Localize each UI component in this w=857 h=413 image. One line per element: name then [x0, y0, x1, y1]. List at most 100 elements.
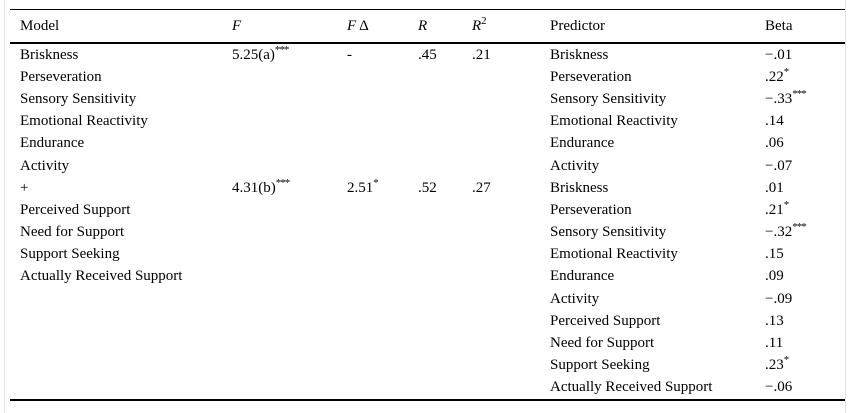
- r-squared-cell: [472, 222, 550, 244]
- r-squared-cell: [472, 155, 550, 177]
- r-cell: [418, 377, 472, 400]
- r-cell: [418, 88, 472, 110]
- model-cell: +: [20, 179, 29, 196]
- f-cell: 4.31(b)***: [232, 176, 290, 196]
- f-cell: [232, 199, 347, 221]
- beta-cell: .13: [765, 312, 784, 329]
- predictor-cell: Endurance: [550, 268, 615, 285]
- beta-cell: .15: [765, 246, 784, 263]
- r-cell: .45: [418, 46, 437, 63]
- f-delta-cell: [347, 66, 418, 88]
- r-squared-cell: [472, 133, 550, 155]
- r-cell: [418, 266, 472, 288]
- col-header-r: R: [418, 9, 472, 44]
- model-cell: Briskness: [20, 46, 79, 63]
- r-squared-cell: [472, 332, 550, 354]
- significance-marker: ***: [792, 87, 806, 100]
- beta-cell: .09: [765, 268, 784, 285]
- f-delta-cell: 2.51*: [347, 176, 379, 196]
- model-cell: Endurance: [20, 135, 85, 152]
- delta-symbol: Δ: [359, 17, 369, 34]
- model-cell: [10, 310, 232, 332]
- table-row: Need for Support Sensory Sensitivity −.32*…: [10, 222, 845, 244]
- beta-cell: .23*: [765, 354, 789, 374]
- model-cell: Sensory Sensitivity: [20, 90, 137, 107]
- table-row: Support Seeking Emotional Reactivity .15: [10, 244, 845, 266]
- f-cell: [232, 310, 347, 332]
- model-cell: [10, 355, 232, 377]
- predictor-cell: Perseveration: [550, 68, 632, 85]
- beta-cell: .01: [765, 179, 784, 196]
- r-squared-exponent: 2: [481, 14, 487, 27]
- r-cell: .52: [418, 179, 437, 196]
- r-cell: [418, 111, 472, 133]
- r-cell: [418, 66, 472, 88]
- significance-marker: *: [783, 65, 789, 78]
- f-delta-cell: [347, 310, 418, 332]
- beta-cell: −.07: [765, 157, 793, 174]
- beta-cell: −.09: [765, 290, 793, 307]
- f-cell: [232, 66, 347, 88]
- table-row: Need for Support .11: [10, 332, 845, 354]
- col-header-predictor: Predictor: [550, 9, 765, 44]
- predictor-cell: Activity: [550, 157, 600, 174]
- model-cell: Actually Received Support: [20, 268, 183, 285]
- col-header-f: F: [232, 9, 347, 44]
- r-squared-cell: [472, 88, 550, 110]
- r-cell: [418, 355, 472, 377]
- table-row: Actually Received Support −.06: [10, 377, 845, 400]
- table-row: Perceived Support .13: [10, 310, 845, 332]
- model-cell: Support Seeking: [20, 246, 120, 263]
- r-squared-cell: [472, 111, 550, 133]
- r-squared-cell: [472, 310, 550, 332]
- r-squared-cell: [472, 66, 550, 88]
- predictor-cell: Support Seeking: [550, 357, 650, 374]
- predictor-cell: Briskness: [550, 46, 609, 63]
- col-header-r-squared: R2: [472, 9, 550, 44]
- f-cell: [232, 111, 347, 133]
- model-cell: [10, 332, 232, 354]
- predictor-cell: Emotional Reactivity: [550, 246, 678, 263]
- f-delta-cell: -: [347, 46, 352, 63]
- table-row: Perceived Support Perseveration .21*: [10, 199, 845, 221]
- f-cell: [232, 133, 347, 155]
- beta-cell: −.01: [765, 46, 793, 63]
- f-cell: [232, 377, 347, 400]
- r-squared-cell: .27: [472, 179, 491, 196]
- table-row: Support Seeking .23*: [10, 355, 845, 377]
- r-squared-cell: .21: [472, 46, 491, 63]
- f-cell: [232, 288, 347, 310]
- r-squared-cell: [472, 355, 550, 377]
- r-squared-cell: [472, 244, 550, 266]
- table-row: Emotional Reactivity Emotional Reactivity…: [10, 111, 845, 133]
- f-delta-cell: [347, 355, 418, 377]
- predictor-cell: Activity: [550, 290, 600, 307]
- table-row: Activity −.09: [10, 288, 845, 310]
- beta-cell: .11: [765, 335, 784, 352]
- r-squared-cell: [472, 377, 550, 400]
- f-delta-f-label: F: [347, 17, 357, 34]
- scan-edge-left: [4, 0, 5, 413]
- r-cell: [418, 288, 472, 310]
- model-cell: Activity: [20, 157, 70, 174]
- model-cell: Perceived Support: [20, 201, 131, 218]
- scan-edge-right: [845, 0, 846, 413]
- model-cell: Perseveration: [20, 68, 102, 85]
- f-delta-cell: [347, 332, 418, 354]
- r-cell: [418, 244, 472, 266]
- f-delta-cell: [347, 222, 418, 244]
- col-header-model: Model: [10, 9, 232, 44]
- beta-cell: −.33***: [765, 87, 807, 107]
- r-squared-cell: [472, 288, 550, 310]
- f-cell: 5.25(a)***: [232, 43, 289, 63]
- f-delta-cell: [347, 133, 418, 155]
- model-cell: [10, 377, 232, 400]
- predictor-cell: Endurance: [550, 135, 615, 152]
- r-squared-cell: [472, 266, 550, 288]
- model-cell: Need for Support: [20, 224, 125, 241]
- f-cell: [232, 332, 347, 354]
- table-row: Briskness 5.25(a)*** - .45 .21 Briskness −.01: [10, 43, 845, 66]
